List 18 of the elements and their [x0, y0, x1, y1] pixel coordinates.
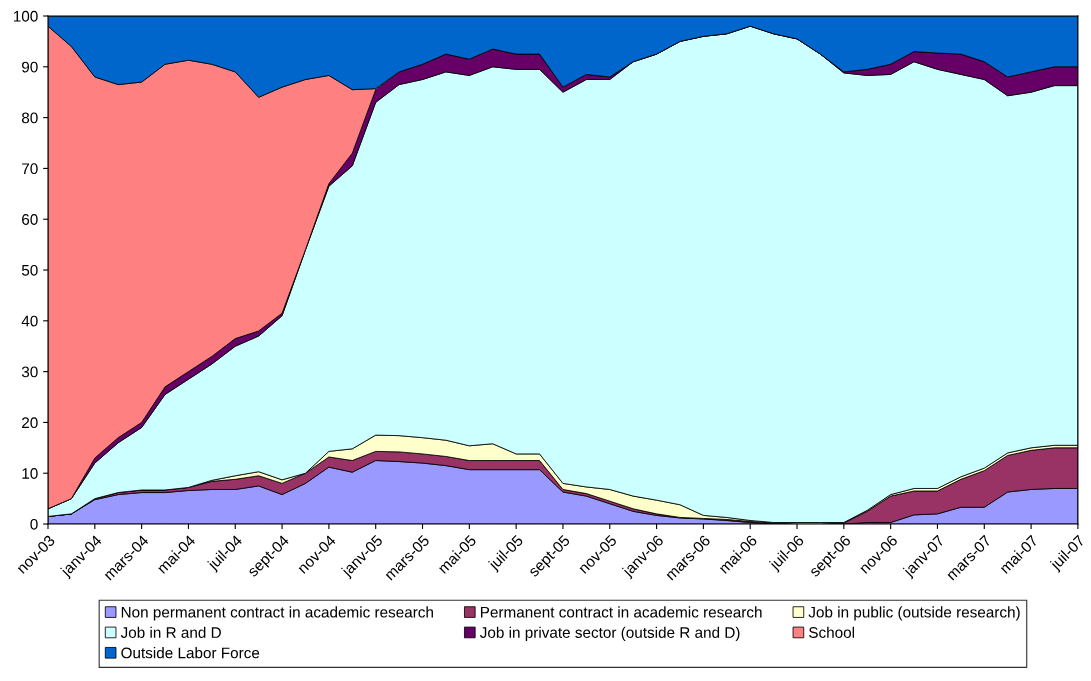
y-tick-label: 30 — [21, 366, 38, 378]
y-tick-label: 90 — [22, 61, 38, 73]
y-tick-label: 0 — [30, 518, 38, 530]
y-tick-label: 70 — [22, 163, 38, 175]
y-tick-label: 60 — [22, 214, 38, 225]
legend-label: Outside Labor Force — [121, 647, 260, 659]
y-tick-label: 20 — [22, 417, 38, 429]
y-tick-label: 10 — [22, 468, 38, 479]
legend-label: Job in public (outside research) — [808, 606, 1020, 621]
y-tick-label: 100 — [13, 10, 38, 22]
legend-label: School — [809, 626, 855, 638]
y-tick-label: 50 — [21, 264, 38, 276]
legend-label: Job in private sector (outside R and D) — [479, 626, 740, 641]
y-tick-label: 40 — [21, 315, 38, 327]
legend-label: Job in R and D — [120, 626, 221, 638]
legend-label: Non permanent contract in academic research — [121, 606, 433, 621]
legend-label: Permanent contract in academic research — [480, 606, 762, 618]
y-tick-label: 80 — [21, 112, 38, 124]
